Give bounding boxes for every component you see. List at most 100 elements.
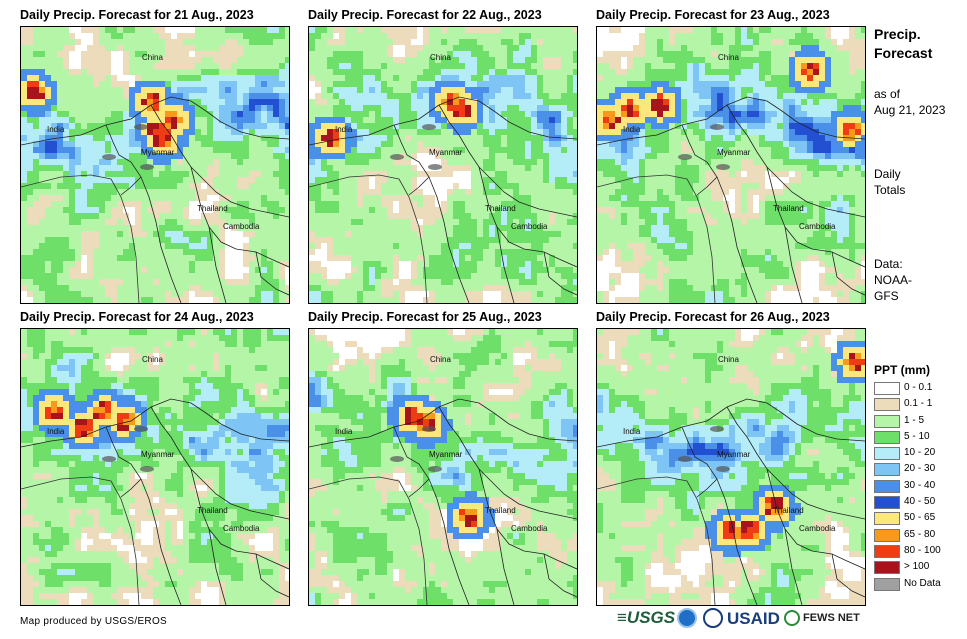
delta-shading [678,154,692,160]
country-border [496,528,515,605]
country-border [208,528,227,605]
country-border [208,226,227,303]
coastline [21,476,140,605]
legend-label: 20 - 30 [904,463,936,475]
country-border [150,406,289,520]
place-label-cambodia: Cambodia [511,524,548,533]
place-label-india: India [335,427,353,436]
place-label-cambodia: Cambodia [223,222,260,231]
legend-label: > 100 [904,561,930,573]
delta-shading [716,466,730,472]
legend-swatch [874,544,900,558]
country-border [120,176,142,196]
country-border [496,226,515,303]
place-label-india: India [47,125,65,134]
legend-swatch [874,447,900,461]
legend-label: 5 - 10 [904,430,930,442]
precip-field [21,27,289,303]
place-label-china: China [142,53,163,62]
precip-map: China India Myanmar Thailand Cambodia [308,26,578,304]
country-border [255,553,289,598]
country-border [696,478,718,498]
delta-shading [716,164,730,170]
place-label-china: China [430,355,451,364]
delta-shading [422,124,436,130]
place-label-india: India [623,427,641,436]
country-border [309,96,510,146]
legend-label: 80 - 100 [904,544,941,556]
delta-shading [428,164,442,170]
country-border [120,478,142,498]
panel-title: Daily Precip. Forecast for 23 Aug., 2023 [596,8,830,22]
country-border [478,468,577,570]
country-border [21,398,222,448]
country-border [438,104,577,218]
place-label-china: China [430,53,451,62]
legend-label: 40 - 50 [904,496,936,508]
country-border [784,226,803,303]
country-border [831,251,865,296]
coastline [309,476,428,605]
delta-shading [102,154,116,160]
data-source-note: Data: NOAA- GFS [874,257,913,303]
coastline [597,174,716,303]
country-border [784,528,803,605]
place-label-china: China [718,53,739,62]
country-border [543,553,577,598]
country-border [150,104,289,218]
precip-map: China India Myanmar Thailand Cambodia [596,26,866,304]
legend-swatch [874,577,900,591]
panel-title: Daily Precip. Forecast for 21 Aug., 2023 [20,8,254,22]
country-border [21,96,222,146]
country-border [393,124,470,303]
delta-shading [710,124,724,130]
country-border [681,124,758,303]
delta-shading [390,154,404,160]
as-of-date: as of Aug 21, 2023 [874,87,946,117]
legend-label: 10 - 20 [904,447,936,459]
delta-shading [134,124,148,130]
country-border [105,426,182,605]
legend-swatch [874,496,900,510]
delta-shading [390,456,404,462]
legend-swatch [874,430,900,444]
coastline [21,174,140,303]
precip-field [309,27,577,303]
panel-title: Daily Precip. Forecast for 25 Aug., 2023 [308,310,542,324]
legend-label: 65 - 80 [904,528,936,540]
country-border [408,176,430,196]
place-label-cambodia: Cambodia [799,524,836,533]
country-border [597,398,798,448]
place-label-myanmar: Myanmar [717,450,751,459]
place-label-cambodia: Cambodia [223,524,260,533]
legend-swatch [874,398,900,412]
delta-shading [710,426,724,432]
precip-field [597,329,865,605]
place-label-india: India [47,427,65,436]
daily-totals-note: Daily Totals [874,167,906,197]
country-border [597,96,798,146]
country-border [255,251,289,296]
country-border [508,121,577,140]
country-border [393,426,470,605]
place-label-myanmar: Myanmar [429,148,463,157]
usaid-seal [703,608,723,628]
legend-swatch [874,414,900,428]
precip-field [597,27,865,303]
legend-swatch [874,479,900,493]
country-border [220,121,289,140]
place-label-myanmar: Myanmar [141,450,175,459]
place-label-myanmar: Myanmar [717,148,751,157]
country-border [543,251,577,296]
delta-shading [102,456,116,462]
place-label-thailand: Thailand [485,506,516,515]
country-border [726,104,865,218]
sidebar-title: Precip. Forecast [874,26,933,61]
usaid-logo: USAID [727,609,780,628]
country-border [220,423,289,442]
legend-label: 1 - 5 [904,414,925,426]
place-label-thailand: Thailand [773,506,804,515]
fewsnet-logo: FEWS NET [803,612,860,624]
usgs-logo: ≡USGS [617,608,676,627]
place-label-china: China [142,355,163,364]
